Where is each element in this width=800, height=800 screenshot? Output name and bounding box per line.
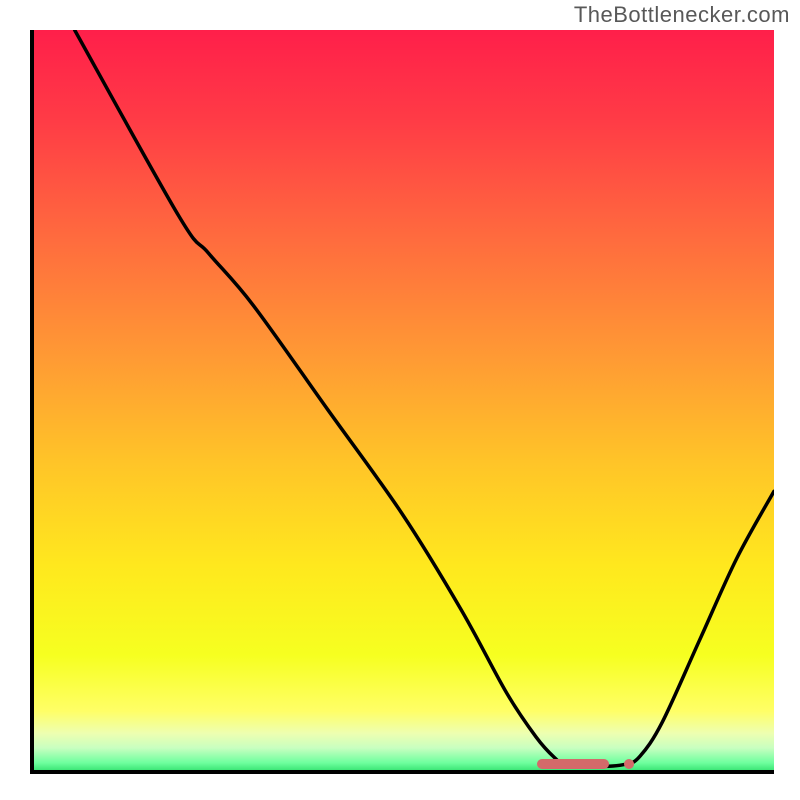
chart-area: [30, 30, 774, 774]
y-axis-line: [30, 30, 34, 774]
x-axis-line: [30, 770, 774, 774]
optimal-range-marker: [537, 759, 608, 769]
bottleneck-curve: [30, 30, 774, 774]
attribution-text: TheBottlenecker.com: [574, 2, 790, 28]
